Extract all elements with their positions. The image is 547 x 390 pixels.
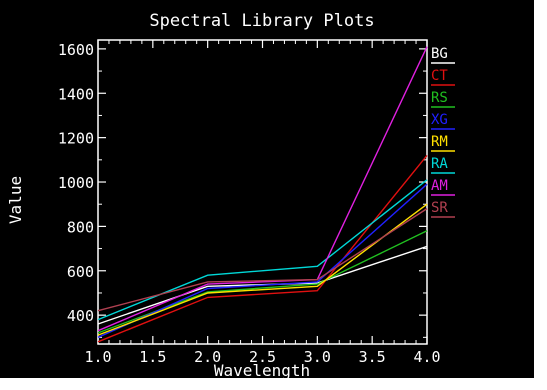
x-tick-label: 2.0 bbox=[194, 348, 221, 366]
legend-label-rs: RS bbox=[431, 90, 448, 106]
legend: BG CT RS XG RM RA AM SR bbox=[431, 46, 455, 218]
x-tick-label: 4.0 bbox=[413, 348, 440, 366]
legend-label-sr: SR bbox=[431, 200, 448, 216]
legend-label-xg: XG bbox=[431, 112, 448, 128]
series-line-sr bbox=[97, 208, 428, 312]
series-line-am bbox=[97, 46, 428, 332]
series-lines bbox=[97, 46, 428, 343]
legend-label-am: AM bbox=[431, 178, 448, 194]
legend-label-bg: BG bbox=[431, 46, 448, 62]
plot-canvas: Spectral Library Plots 400 600 800 1000 1200… bbox=[0, 0, 534, 380]
y-tick-label: 1200 bbox=[58, 130, 94, 148]
legend-label-ra: RA bbox=[431, 156, 448, 172]
x-tick-label: 3.5 bbox=[359, 348, 386, 366]
y-tick-label: 1400 bbox=[58, 85, 94, 103]
legend-label-ct: CT bbox=[431, 68, 448, 84]
x-axis: 1.0 1.5 2.0 2.5 3.0 3.5 4.0 bbox=[84, 40, 441, 366]
y-tick-label: 1000 bbox=[58, 174, 94, 192]
x-tick-label: 2.5 bbox=[249, 348, 276, 366]
y-axis: 400 600 800 1000 1200 1400 1600 bbox=[58, 41, 427, 338]
y-tick-label: 800 bbox=[67, 218, 94, 236]
series-line-rm bbox=[97, 203, 428, 336]
y-tick-label: 400 bbox=[67, 307, 94, 325]
y-tick-label: 1600 bbox=[58, 41, 94, 59]
series-line-xg bbox=[97, 183, 428, 338]
x-axis-label: Wavelength bbox=[214, 361, 310, 378]
x-tick-label: 1.5 bbox=[139, 348, 166, 366]
y-axis-label: Value bbox=[6, 176, 25, 224]
y-tick-label: 600 bbox=[67, 263, 94, 281]
spectral-line-chart: Spectral Library Plots 400 600 800 1000 1200… bbox=[6, 11, 455, 378]
x-tick-label: 1.0 bbox=[84, 348, 111, 366]
x-tick-label: 3.0 bbox=[304, 348, 331, 366]
legend-label-rm: RM bbox=[431, 134, 448, 150]
chart-title: Spectral Library Plots bbox=[149, 11, 374, 31]
series-line-ra bbox=[97, 179, 428, 321]
